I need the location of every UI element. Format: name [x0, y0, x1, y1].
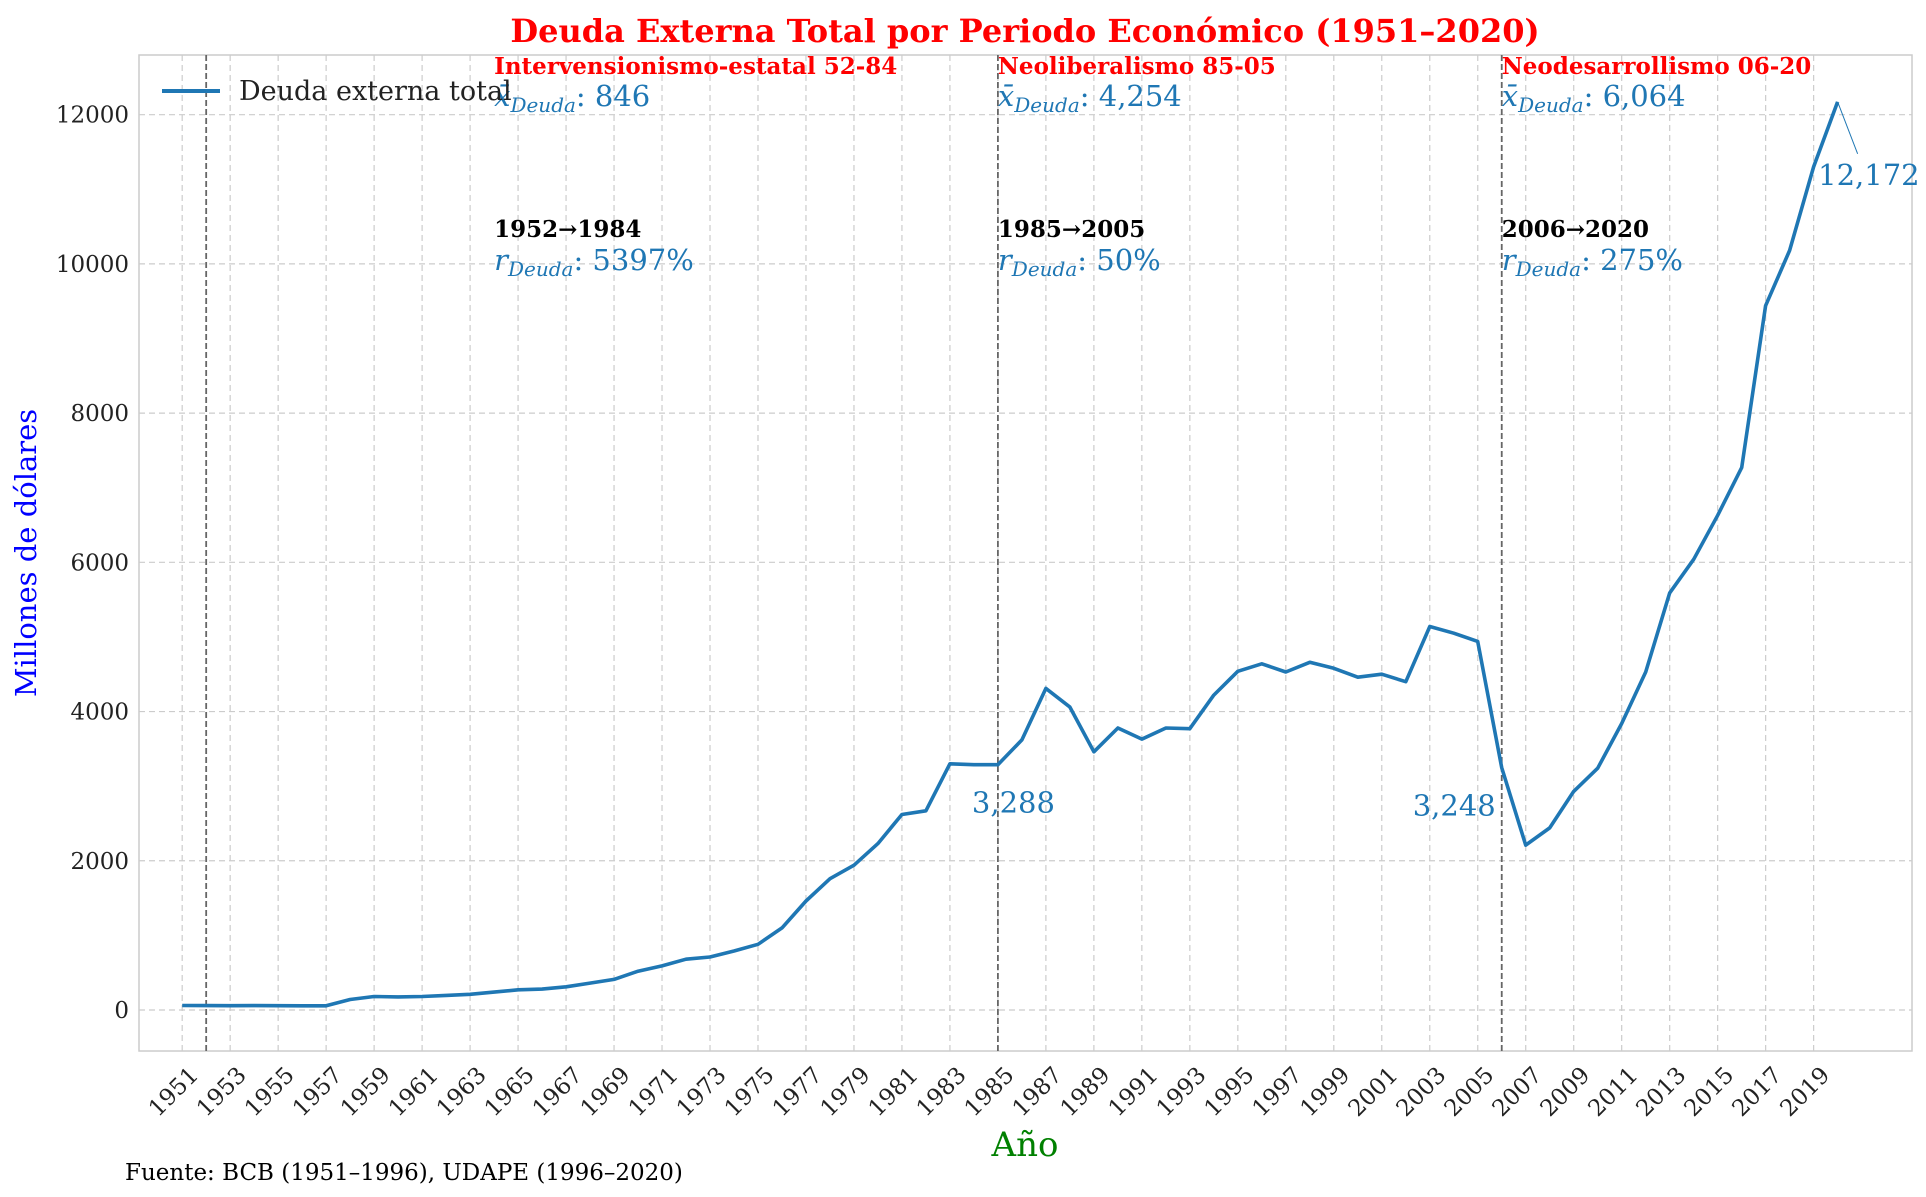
x-tick-label: 1977 — [768, 1062, 828, 1122]
period-range: 1985→2005 — [998, 216, 1145, 243]
period-mean: x̄Deuda: 846 — [494, 79, 650, 117]
series-line-deuda-externa — [182, 101, 1840, 1008]
x-tick-label: 1959 — [336, 1062, 396, 1122]
x-tick-label: 1969 — [576, 1062, 636, 1122]
point-label: 12,172 — [1818, 158, 1919, 192]
x-axis-ticks: 1951195319551957195919611963196519671969… — [144, 1062, 1835, 1122]
y-tick-label: 6000 — [70, 550, 129, 576]
y-tick-label: 2000 — [70, 849, 129, 875]
period-growth: rDeuda: 50% — [998, 243, 1161, 281]
x-tick-label: 2007 — [1488, 1062, 1548, 1122]
x-tick-label: 1983 — [912, 1062, 972, 1122]
period-divider-lines — [205, 55, 1503, 1051]
x-tick-label: 1957 — [288, 1062, 348, 1122]
point-label: 3,248 — [1413, 789, 1496, 823]
y-tick-label: 10000 — [56, 252, 129, 278]
y-axis-label: Millones de dólares — [9, 409, 43, 697]
x-tick-label: 2011 — [1584, 1062, 1644, 1122]
x-tick-label: 2013 — [1632, 1062, 1692, 1122]
period-name: Neodesarrollismo 06-20 — [1502, 53, 1812, 80]
x-tick-label: 2003 — [1392, 1062, 1452, 1122]
x-tick-label: 1999 — [1296, 1062, 1356, 1122]
source-note: Fuente: BCB (1951–1996), UDAPE (1996–202… — [125, 1160, 683, 1186]
plot-area — [138, 54, 1913, 1052]
y-tick-label: 12000 — [56, 103, 129, 129]
x-tick-label: 1993 — [1152, 1062, 1212, 1122]
annotation-leader-line — [1837, 101, 1859, 155]
period-growth: rDeuda: 275% — [1502, 243, 1683, 281]
point-label: 3,288 — [972, 786, 1055, 820]
period-range: 2006→2020 — [1502, 216, 1649, 243]
x-tick-label: 1953 — [192, 1062, 252, 1122]
y-tick-label: 8000 — [70, 401, 129, 427]
x-tick-label: 1981 — [864, 1062, 924, 1122]
x-tick-label: 1973 — [672, 1062, 732, 1122]
period-growth: rDeuda: 5397% — [494, 243, 694, 281]
x-tick-label: 1991 — [1104, 1062, 1164, 1122]
y-tick-label: 4000 — [70, 700, 129, 726]
x-tick-label: 1979 — [816, 1062, 876, 1122]
x-tick-label: 2019 — [1775, 1062, 1835, 1122]
x-tick-label: 1989 — [1056, 1062, 1116, 1122]
period-name: Intervensionismo-estatal 52-84 — [494, 53, 897, 80]
period-name: Neoliberalismo 85-05 — [998, 53, 1276, 80]
x-tick-label: 1987 — [1008, 1062, 1068, 1122]
y-tick-label: 0 — [114, 998, 129, 1024]
x-tick-label: 1997 — [1248, 1062, 1308, 1122]
x-tick-label: 1965 — [480, 1062, 540, 1122]
legend-label: Deuda externa total — [239, 76, 512, 107]
x-tick-label: 2015 — [1680, 1062, 1740, 1122]
x-tick-label: 2017 — [1727, 1062, 1787, 1122]
x-axis-label: Año — [991, 1125, 1059, 1165]
x-tick-label: 1961 — [384, 1062, 444, 1122]
point-annotations: 3,288 3,248 12,172 — [972, 101, 1920, 823]
chart-title: Deuda Externa Total por Periodo Económic… — [510, 12, 1539, 50]
x-tick-label: 1963 — [432, 1062, 492, 1122]
x-tick-label: 1967 — [528, 1062, 588, 1122]
x-tick-label: 2001 — [1344, 1062, 1404, 1122]
x-tick-label: 1975 — [720, 1062, 780, 1122]
y-axis-ticks: 0 2000 4000 6000 8000 10000 12000 — [56, 103, 129, 1024]
period-mean: x̄Deuda: 4,254 — [998, 79, 1182, 117]
x-tick-label: 1985 — [960, 1062, 1020, 1122]
x-tick-label: 2005 — [1440, 1062, 1500, 1122]
period-mean: x̄Deuda: 6,064 — [1502, 79, 1686, 117]
x-tick-label: 1955 — [240, 1062, 300, 1122]
x-tick-label: 1971 — [624, 1062, 684, 1122]
grid — [139, 55, 1912, 1051]
period-annotations: Intervensionismo-estatal 52-84x̄Deuda: 8… — [494, 53, 1811, 281]
x-tick-label: 2009 — [1536, 1062, 1596, 1122]
period-range: 1952→1984 — [494, 216, 641, 243]
x-tick-label: 1951 — [144, 1062, 204, 1122]
x-tick-label: 1995 — [1200, 1062, 1260, 1122]
series-layer — [182, 101, 1840, 1008]
legend: Deuda externa total — [162, 76, 512, 107]
